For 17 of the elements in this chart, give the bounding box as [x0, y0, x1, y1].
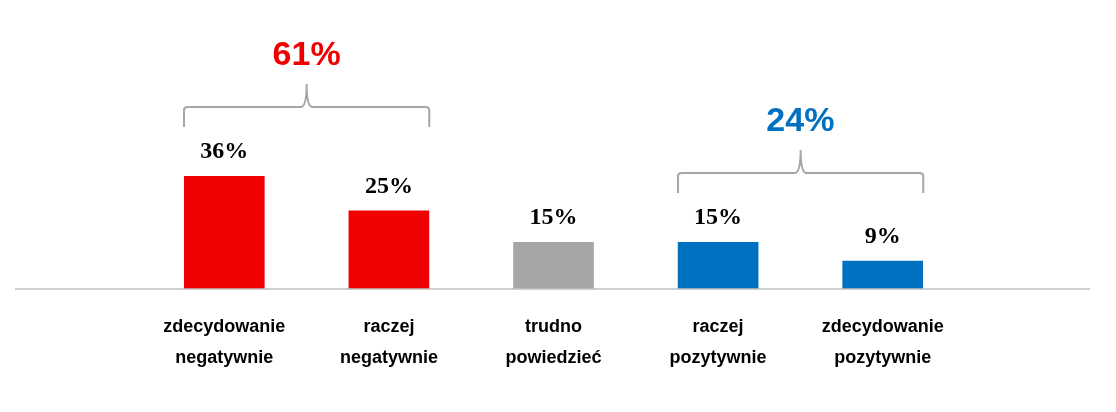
text: 24%	[765, 99, 836, 139]
data-label: 15%	[694, 203, 743, 230]
x-tick-label: zdecydowanie negatywnie	[163, 315, 286, 368]
bar	[513, 241, 594, 289]
data-label: 9%	[864, 221, 901, 248]
bar	[842, 260, 924, 289]
x-tick-label: raczej pozytywnie	[669, 315, 767, 368]
bar	[348, 210, 430, 289]
x-tick-label: raczej negatywnie	[339, 315, 438, 368]
x-tick-label: zdecydowanie pozytywnie	[821, 315, 944, 368]
data-label: 25%	[364, 171, 413, 198]
data-label: 15%	[529, 203, 578, 230]
x-tick-label: trudno powiedzieć	[505, 315, 602, 368]
bar	[677, 241, 759, 289]
bar	[183, 176, 265, 289]
data-label: 36%	[200, 137, 249, 164]
text: 61%	[271, 34, 342, 73]
